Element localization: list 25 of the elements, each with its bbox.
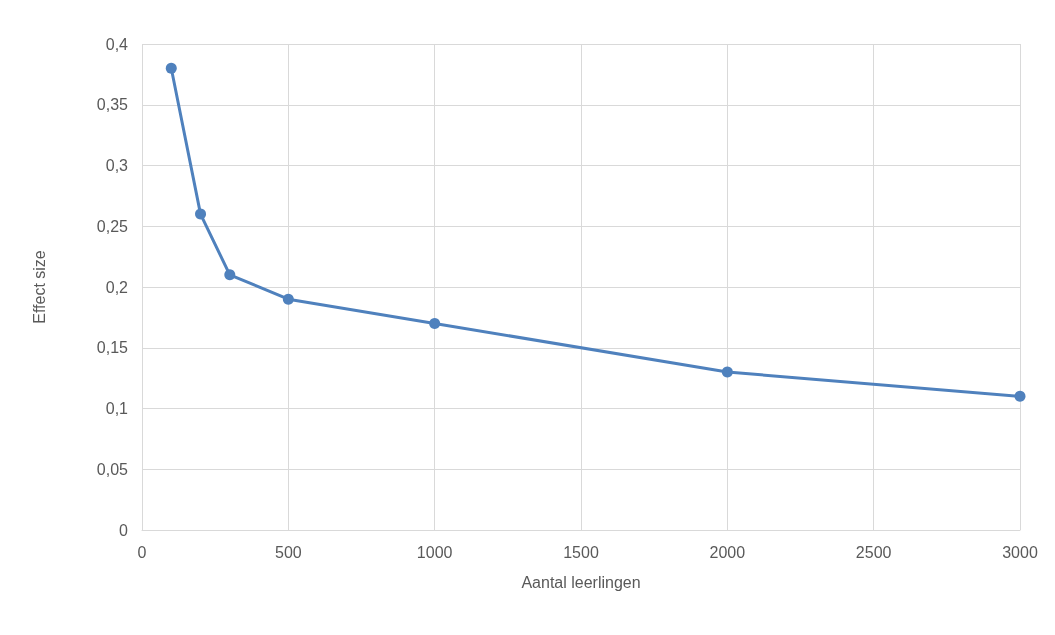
point [165,62,177,74]
x-tick-label: 1000 [416,543,453,561]
y-tick-label: 0,2 [105,278,129,296]
y-tick-label: 0,4 [105,35,129,53]
x-axis-title: Aantal leerlingen [521,573,641,591]
x-tick-label: 2500 [855,543,892,561]
y-tick-label: 0,3 [105,157,129,174]
y-tick-label: 0 [119,521,129,539]
x-tick-label: 1500 [563,543,599,561]
point [1014,390,1026,402]
x-tick-label: 0 [137,543,147,561]
point [224,269,236,281]
y-tick-label: 0,1 [105,400,129,417]
y-tick-label: 0,15 [96,339,129,357]
y-tick-label: 0,25 [96,217,129,235]
x-tick-label: 3000 [1002,543,1038,561]
x-tick-label: 2000 [709,543,746,561]
point [721,366,733,378]
point [195,208,207,220]
point [429,317,441,329]
y-axis-title: Effect size [30,250,48,324]
y-tick-label: 0,05 [96,460,129,478]
x-tick-label: 500 [274,543,302,561]
y-tick-label: 0,35 [96,96,129,114]
point [282,293,294,305]
